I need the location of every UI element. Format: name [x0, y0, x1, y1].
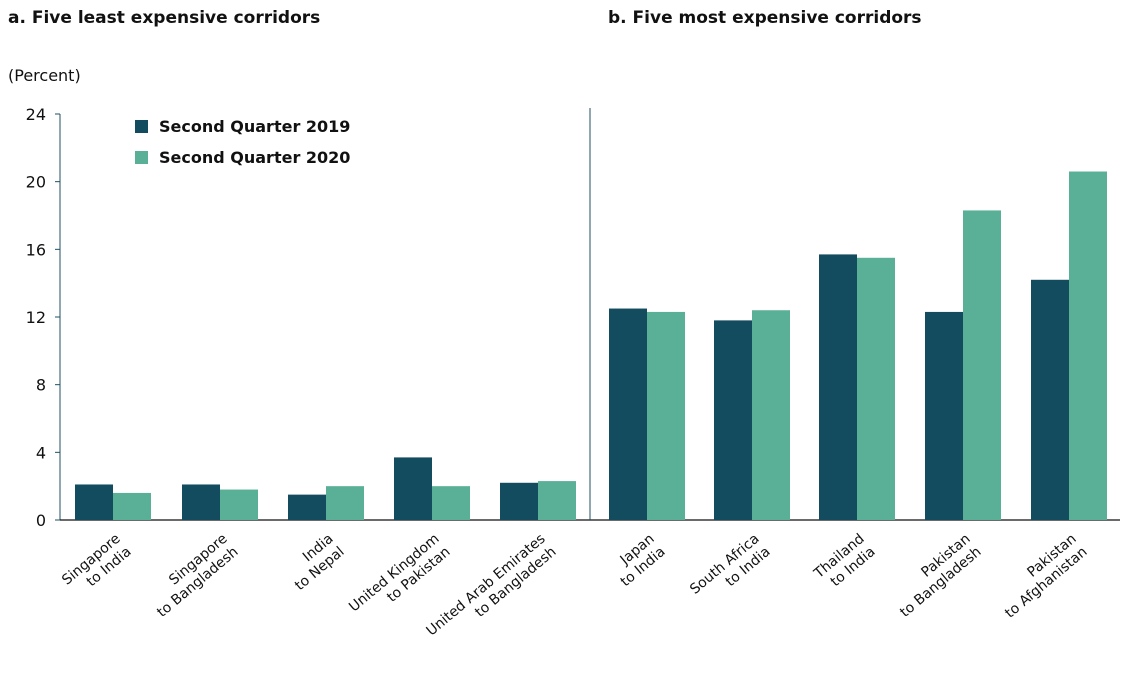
bar — [1069, 171, 1107, 520]
bar — [75, 484, 113, 520]
category-label: Singaporeto Bangladesh — [143, 531, 241, 621]
y-tick-label: 0 — [36, 511, 46, 530]
bar — [394, 457, 432, 520]
category-label: South Africato India — [687, 531, 773, 611]
legend-swatch — [135, 151, 148, 164]
bars-layer — [75, 171, 1107, 521]
y-tick-label: 8 — [36, 376, 46, 395]
bar — [432, 486, 470, 520]
category-label: Singaporeto India — [59, 531, 134, 602]
panel-a-title: a. Five least expensive corridors — [8, 8, 321, 28]
category-label: Pakistanto Bangladesh — [886, 531, 984, 621]
y-axis-unit-label: (Percent) — [8, 66, 81, 85]
bar — [609, 308, 647, 520]
category-label: Thailandto India — [810, 531, 878, 596]
legend-swatch — [135, 120, 148, 133]
bar — [326, 486, 364, 520]
legend-label: Second Quarter 2020 — [159, 148, 350, 167]
bar — [925, 311, 963, 520]
category-labels: Singaporeto India Singaporeto Bangladesh I… — [59, 531, 1090, 640]
bar — [819, 254, 857, 521]
bar — [857, 257, 895, 520]
bar — [963, 210, 1001, 521]
bar — [1031, 279, 1069, 520]
legend-label: Second Quarter 2019 — [159, 117, 350, 136]
bar — [113, 492, 151, 520]
bar — [220, 489, 258, 520]
bar — [500, 482, 538, 520]
bar — [288, 494, 326, 520]
legend: Second Quarter 2019 Second Quarter 2020 — [135, 117, 350, 167]
panel-b-title: b. Five most expensive corridors — [608, 8, 922, 28]
category-label: United Kingdomto Pakistan — [346, 531, 453, 629]
category-label: Indiato Nepal — [281, 531, 347, 594]
bar — [538, 481, 576, 520]
y-tick-label: 4 — [36, 443, 46, 462]
y-tick-label: 24 — [26, 105, 46, 124]
bar — [647, 311, 685, 520]
category-label: Japanto India — [607, 531, 669, 590]
bar — [182, 484, 220, 520]
y-tick-labels: 0 4 8 12 16 20 24 — [26, 105, 46, 530]
bar — [714, 320, 752, 520]
category-label: Pakistanto Afghanistan — [991, 531, 1090, 622]
y-tick-label: 20 — [26, 173, 46, 192]
y-tick-label: 12 — [26, 308, 46, 327]
bar — [752, 310, 790, 520]
y-tick-label: 16 — [26, 240, 46, 259]
